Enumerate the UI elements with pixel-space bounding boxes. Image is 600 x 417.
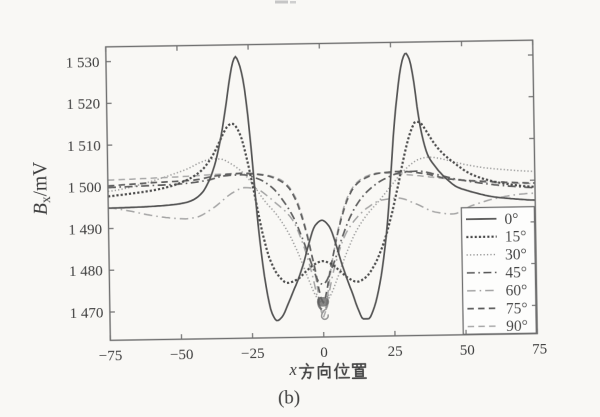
svg-text:Bx/mV: Bx/mV <box>30 162 53 216</box>
svg-text:1 470: 1 470 <box>70 305 104 322</box>
svg-text:1 500: 1 500 <box>68 180 102 197</box>
svg-text:75°: 75° <box>506 300 528 317</box>
svg-text:90°: 90° <box>506 318 528 335</box>
svg-text:75: 75 <box>532 341 547 357</box>
svg-text:1 480: 1 480 <box>69 264 103 281</box>
svg-text:15°: 15° <box>505 228 527 245</box>
svg-text:45°: 45° <box>505 264 527 281</box>
svg-text:0: 0 <box>320 345 328 361</box>
svg-text:25: 25 <box>388 344 403 360</box>
svg-text:1 530: 1 530 <box>66 55 100 72</box>
svg-text:0°: 0° <box>504 211 518 228</box>
svg-text:60°: 60° <box>505 282 527 299</box>
svg-text:−50: −50 <box>170 347 194 363</box>
svg-text:1 490: 1 490 <box>68 222 102 239</box>
svg-text:1 510: 1 510 <box>67 138 101 155</box>
svg-text:50: 50 <box>460 343 475 359</box>
svg-text:−25: −25 <box>241 346 265 362</box>
svg-text:(b): (b) <box>278 387 300 408</box>
svg-text:x: x <box>288 360 297 379</box>
svg-text:1 520: 1 520 <box>66 97 100 114</box>
svg-text:30°: 30° <box>505 246 527 263</box>
svg-text:−75: −75 <box>99 348 123 364</box>
